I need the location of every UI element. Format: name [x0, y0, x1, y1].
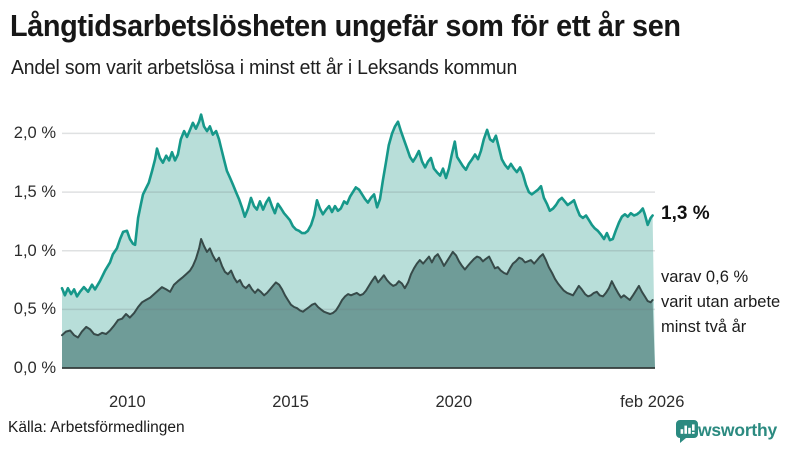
series-area-1 [62, 239, 655, 368]
x-axis-label: 2015 [272, 393, 309, 411]
y-axis-label: 1,0 % [13, 241, 56, 260]
source-credit: Källa: Arbetsförmedlingen [8, 419, 185, 436]
y-axis-label: 0,0 % [13, 359, 56, 377]
newsworthy-logo[interactable]: Newsworthy [676, 420, 778, 443]
series-line-0 [60, 113, 654, 298]
x-axis-label: 2010 [108, 393, 146, 411]
chart-subtitle: Andel som varit arbetslösa i minst ett å… [11, 57, 518, 79]
y-axis-label: 0,5 % [13, 300, 56, 319]
annotation-line: minst två år [661, 318, 747, 336]
y-axis-label: 2,0 % [13, 124, 56, 143]
newsworthy-bubble-icon [676, 420, 698, 443]
series-line-1 [61, 238, 654, 339]
latest-value-label: 1,3 % [661, 203, 710, 224]
x-axis-label: feb 2026 [620, 393, 685, 411]
secondary-annotation: varav 0,6 % varit utan arbete minst två … [661, 265, 780, 340]
newsworthy-wordmark: Newsworthy [676, 420, 778, 440]
annotation-line: varav 0,6 % [661, 268, 749, 286]
y-axis-label: 1,5 % [13, 183, 56, 202]
page-title: Långtidsarbetslösheten ungefär som för e… [10, 8, 681, 43]
x-axis-label: 2020 [435, 393, 473, 411]
annotation-line: varit utan arbete [661, 293, 781, 311]
